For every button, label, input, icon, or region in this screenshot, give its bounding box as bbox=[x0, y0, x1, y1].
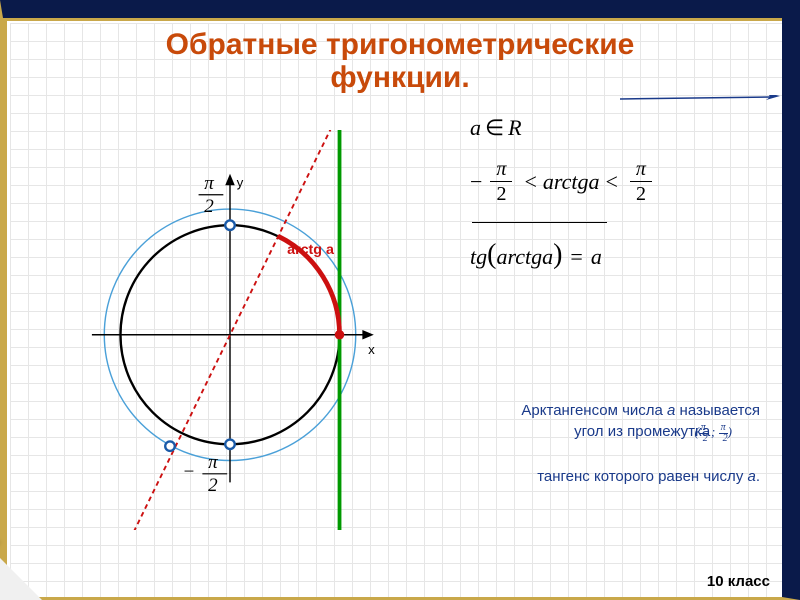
f-lt1: < bbox=[524, 169, 536, 195]
f-eq: = bbox=[570, 244, 582, 270]
description-block: Арктангенсом числа а называется угол из … bbox=[420, 400, 760, 487]
f-tg: tg bbox=[470, 244, 487, 270]
gold-top bbox=[3, 18, 782, 21]
ray-line bbox=[130, 130, 340, 530]
open-point-top bbox=[225, 220, 235, 230]
f-arctga2: arctga bbox=[496, 244, 553, 270]
frac-right: π 2 bbox=[630, 159, 652, 204]
desc-line1: Арктангенсом числа а называется bbox=[420, 400, 760, 421]
formula-range: − π 2 < arctga < π 2 bbox=[470, 159, 760, 204]
x-label: x bbox=[368, 342, 375, 357]
f-lt2: < bbox=[606, 169, 618, 195]
point-one bbox=[335, 330, 345, 340]
title-line2: функции. bbox=[330, 61, 469, 94]
f-two2: 2 bbox=[636, 182, 646, 204]
desc-line3: тангенс которого равен числу а. bbox=[420, 466, 760, 487]
f-two1: 2 bbox=[496, 182, 506, 204]
open-point-bottom bbox=[225, 440, 235, 450]
open-point-outer bbox=[165, 441, 175, 451]
f-a: a bbox=[470, 115, 481, 141]
f-a2: a bbox=[591, 244, 602, 270]
d2a: угол из промежутка bbox=[574, 423, 710, 440]
gold-left bbox=[3, 18, 7, 597]
f-arctga: arctga bbox=[543, 169, 600, 195]
y-axis-arrow bbox=[225, 174, 235, 185]
title-arrow bbox=[620, 95, 780, 103]
d3b: а bbox=[747, 468, 755, 485]
svg-text:π: π bbox=[204, 173, 214, 194]
svg-text:2: 2 bbox=[204, 196, 214, 217]
slide-title: Обратные тригонометрические функции. bbox=[0, 28, 800, 94]
svg-text:−: − bbox=[182, 462, 195, 483]
pi-half-top-label: π 2 bbox=[199, 173, 224, 217]
svg-text:2: 2 bbox=[208, 475, 218, 496]
formula-separator bbox=[472, 222, 607, 223]
y-label: y bbox=[237, 175, 244, 190]
svg-text:π: π bbox=[208, 452, 218, 473]
corner-fold bbox=[0, 558, 42, 600]
x-axis-arrow bbox=[362, 330, 373, 340]
d1a: Арктангенсом числа bbox=[521, 402, 667, 419]
formula-domain: a ∈ R bbox=[470, 115, 760, 141]
frac-left: π 2 bbox=[490, 159, 512, 204]
desc-line2: угол из промежутка (π2 ; π2) bbox=[420, 421, 760, 444]
f-minus: − bbox=[470, 169, 482, 195]
f-R: R bbox=[508, 115, 521, 141]
pi-half-bottom-label: − π 2 bbox=[182, 452, 227, 496]
title-line1: Обратные тригонометрические bbox=[166, 28, 635, 61]
d3c: . bbox=[756, 468, 760, 485]
formula-block: a ∈ R − π 2 < arctga < π 2 tg ( arctga )… bbox=[470, 115, 760, 291]
arctg-label: arctg a bbox=[287, 242, 335, 258]
f-pi1: π bbox=[490, 159, 512, 182]
f-in: ∈ bbox=[485, 115, 504, 141]
d3a: тангенс которого равен числу bbox=[537, 468, 747, 485]
d1c: называется bbox=[675, 402, 760, 419]
formula-identity: tg ( arctga ) = a bbox=[470, 241, 760, 273]
f-pi2: π bbox=[630, 159, 652, 182]
footer-grade: 10 класс bbox=[707, 573, 770, 590]
unit-circle-diagram: x y a arctg a π 2 − π 2 bbox=[55, 130, 405, 530]
